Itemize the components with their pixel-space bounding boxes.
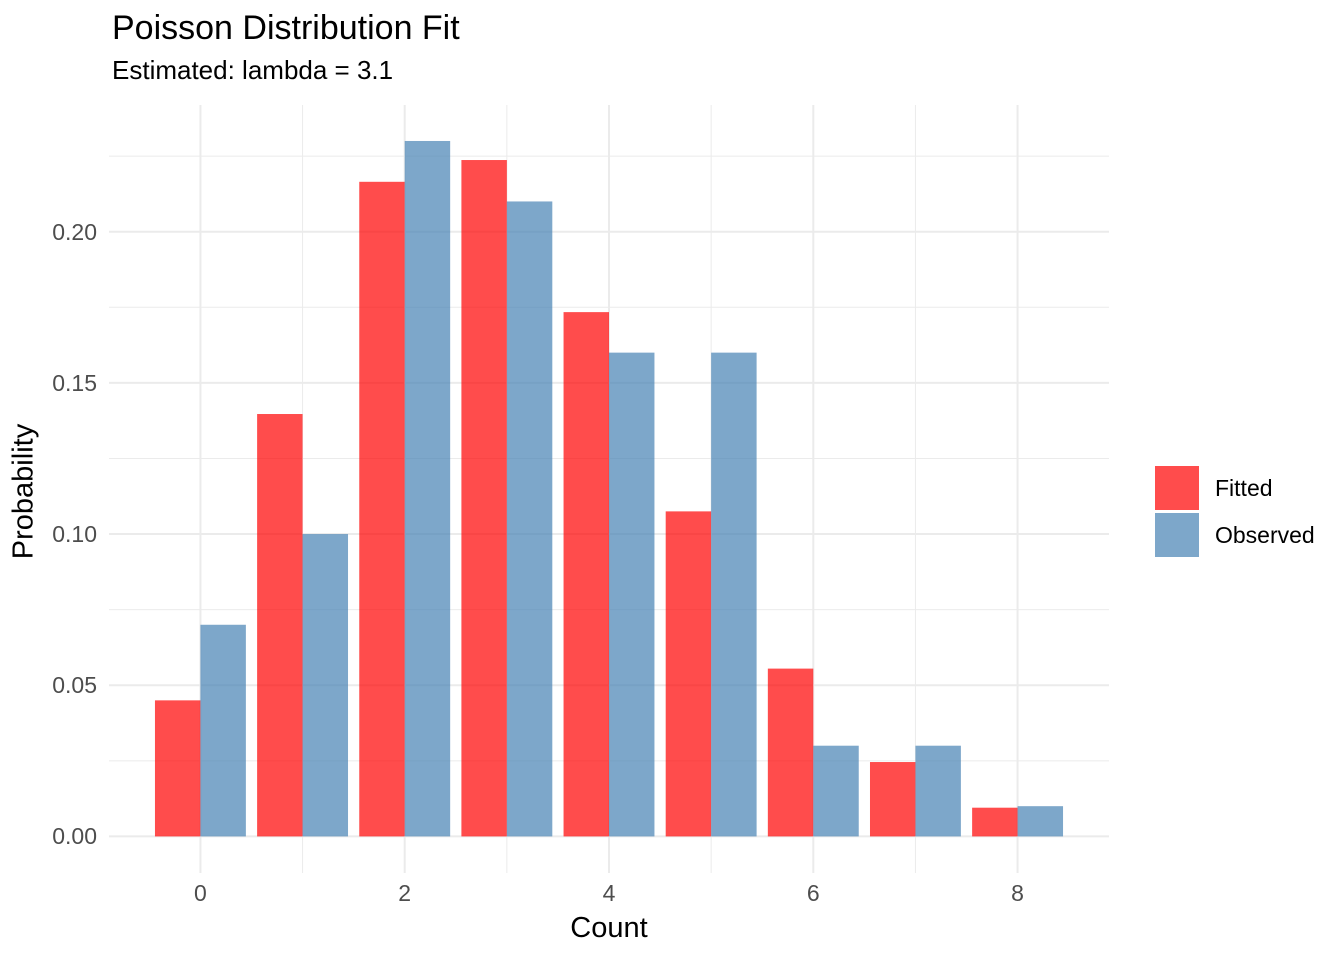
- bar-fitted-8: [972, 807, 1018, 837]
- legend-label-observed: Observed: [1215, 521, 1315, 548]
- bar-observed-5: [711, 352, 757, 837]
- bar-fitted-3: [461, 160, 507, 837]
- x-tick-label-2: 2: [398, 880, 412, 906]
- legend-swatch-observed: [1155, 513, 1199, 557]
- bar-observed-2: [404, 140, 451, 837]
- y-tick-label-0.00: 0.00: [52, 823, 97, 850]
- bar-observed-3: [506, 201, 553, 837]
- chart-subtitle: Estimated: lambda = 3.1: [112, 55, 394, 85]
- x-axis-title: Count: [570, 912, 648, 944]
- bar-observed-6: [813, 745, 859, 837]
- bar-fitted-4: [563, 312, 609, 837]
- x-tick-label-4: 4: [602, 880, 616, 906]
- bar-observed-1: [302, 534, 349, 837]
- x-tick-label-6: 6: [806, 880, 820, 906]
- bar-fitted-6: [767, 668, 814, 837]
- plot-panel: [109, 105, 1109, 873]
- y-axis-title: Probability: [7, 423, 40, 560]
- bar-fitted-0: [154, 700, 201, 837]
- bar-observed-7: [915, 745, 961, 837]
- bar-fitted-7: [869, 762, 916, 837]
- bar-observed-8: [1017, 806, 1064, 837]
- chart-title: Poisson Distribution Fit: [112, 9, 460, 47]
- y-tick-label-0.20: 0.20: [52, 218, 97, 245]
- x-tick-label-0: 0: [194, 880, 207, 906]
- bar-fitted-1: [257, 414, 303, 837]
- bar-fitted-5: [665, 511, 712, 837]
- y-tick-label-0.15: 0.15: [52, 369, 97, 396]
- bar-fitted-2: [359, 181, 405, 837]
- x-tick-label-8: 8: [1011, 880, 1024, 906]
- legend-item-observed: Observed: [1155, 513, 1315, 557]
- y-tick-label-0.10: 0.10: [52, 521, 97, 548]
- chart-canvas: [109, 105, 1109, 873]
- legend-label-fitted: Fitted: [1215, 474, 1273, 501]
- legend-item-fitted: Fitted: [1155, 466, 1315, 510]
- bar-observed-4: [609, 352, 655, 837]
- y-tick-label-0.05: 0.05: [52, 672, 97, 699]
- bar-observed-0: [200, 624, 246, 837]
- legend: Fitted Observed: [1155, 466, 1315, 560]
- legend-swatch-fitted: [1155, 466, 1199, 510]
